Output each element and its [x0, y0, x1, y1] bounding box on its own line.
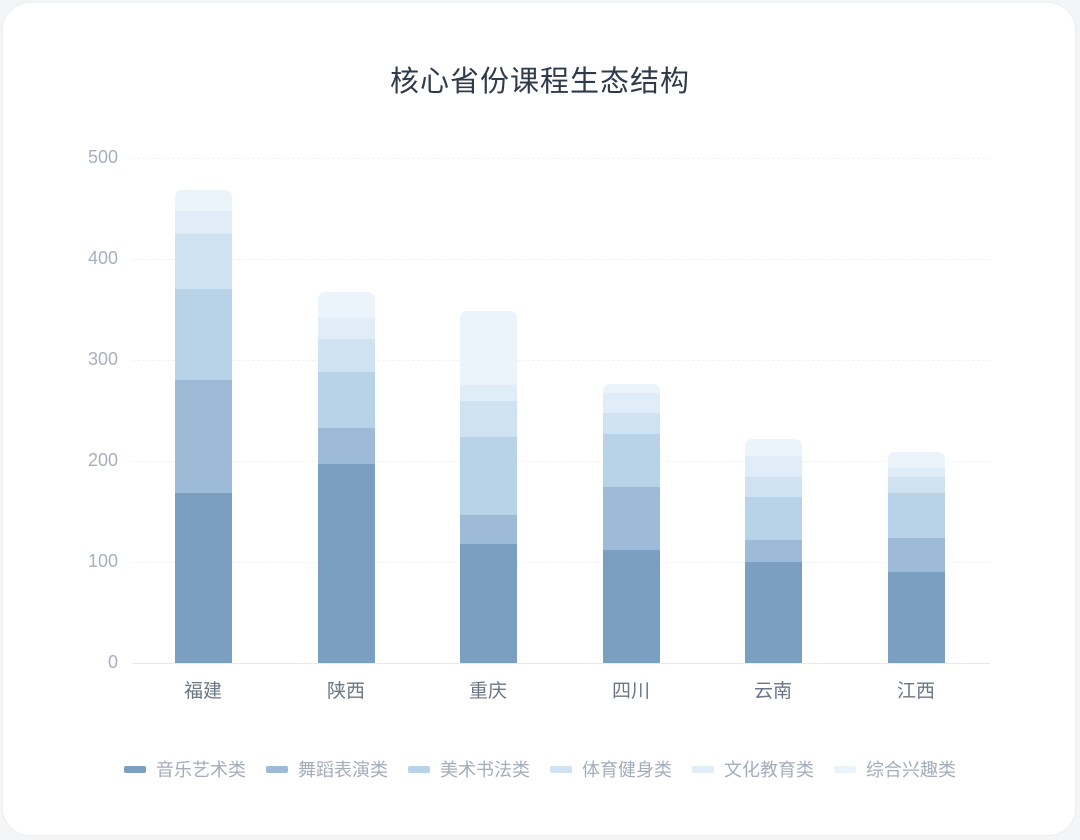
- legend-label: 音乐艺术类: [156, 760, 246, 781]
- legend-swatch-icon: [692, 765, 714, 773]
- bar-segment[interactable]: [744, 438, 802, 456]
- bar-segment[interactable]: [317, 317, 375, 339]
- bar-segment[interactable]: [602, 487, 660, 550]
- y-tick-label: 500: [87, 147, 118, 167]
- bar-5[interactable]: [887, 451, 945, 663]
- x-axis-line: [132, 663, 990, 664]
- bar-segment[interactable]: [602, 384, 660, 394]
- legend-label: 体育健身类: [582, 760, 672, 781]
- bar-segment[interactable]: [459, 543, 517, 663]
- y-tick-label: 300: [87, 349, 118, 369]
- x-tick-label: 重庆: [468, 680, 507, 702]
- y-tick-label: 100: [87, 551, 118, 571]
- legend-swatch-icon: [550, 765, 572, 773]
- bar-2[interactable]: [459, 310, 517, 663]
- bar-segment[interactable]: [459, 385, 517, 402]
- y-tick-label: 200: [87, 450, 118, 470]
- legend-swatch-icon: [834, 765, 856, 773]
- bar-segment[interactable]: [317, 292, 375, 318]
- legend-label: 美术书法类: [440, 760, 530, 781]
- bar-segment[interactable]: [174, 190, 232, 211]
- chart-title: 核心省份课程生态结构: [389, 64, 690, 98]
- bar-segment[interactable]: [174, 233, 232, 290]
- x-tick-label: 江西: [896, 680, 935, 702]
- x-tick-label: 四川: [611, 680, 650, 702]
- gridline: [132, 360, 990, 361]
- bar-segment[interactable]: [887, 537, 945, 573]
- bar-segment[interactable]: [602, 393, 660, 413]
- bar-segment[interactable]: [744, 455, 802, 478]
- bar-segment[interactable]: [459, 310, 517, 386]
- bar-segment[interactable]: [174, 289, 232, 381]
- gridline: [132, 259, 990, 260]
- bar-segment[interactable]: [744, 497, 802, 540]
- y-tick-label: 400: [87, 248, 118, 268]
- bar-segment[interactable]: [317, 464, 375, 663]
- bar-segment[interactable]: [887, 493, 945, 538]
- legend-label: 舞蹈表演类: [298, 760, 388, 781]
- bar-segment[interactable]: [459, 401, 517, 437]
- bar-segment[interactable]: [744, 561, 802, 663]
- legend-swatch-icon: [124, 765, 146, 773]
- legend-item[interactable]: 舞蹈表演类: [266, 756, 388, 782]
- x-tick-label: 陕西: [326, 680, 365, 702]
- x-tick-label: 福建: [183, 680, 222, 702]
- bar-0[interactable]: [174, 190, 232, 663]
- legend-item[interactable]: 美术书法类: [408, 756, 530, 782]
- y-tick-label: 0: [107, 652, 118, 672]
- bar-segment[interactable]: [459, 436, 517, 515]
- bar-segment[interactable]: [887, 572, 945, 663]
- gridline: [132, 461, 990, 462]
- bar-segment[interactable]: [602, 433, 660, 488]
- bar-segment[interactable]: [174, 493, 232, 663]
- bar-segment[interactable]: [602, 412, 660, 434]
- bar-segment[interactable]: [887, 451, 945, 469]
- bar-segment[interactable]: [887, 468, 945, 478]
- legend: 音乐艺术类 舞蹈表演类 美术书法类 体育健身类 文化教育类 综合兴趣类: [0, 756, 1080, 782]
- bar-3[interactable]: [602, 384, 660, 663]
- bar-segment[interactable]: [887, 477, 945, 494]
- bar-segment[interactable]: [317, 427, 375, 465]
- bar-1[interactable]: [317, 292, 375, 663]
- bar-segment[interactable]: [744, 477, 802, 498]
- bar-4[interactable]: [744, 438, 802, 663]
- bar-segment[interactable]: [744, 539, 802, 562]
- gridline: [132, 158, 990, 159]
- bar-segment[interactable]: [174, 210, 232, 234]
- legend-item[interactable]: 综合兴趣类: [834, 756, 956, 782]
- bar-segment[interactable]: [174, 380, 232, 494]
- bar-segment[interactable]: [602, 549, 660, 663]
- gridline: [132, 562, 990, 563]
- legend-item[interactable]: 文化教育类: [692, 756, 814, 782]
- bar-segment[interactable]: [459, 514, 517, 544]
- x-tick-label: 云南: [753, 680, 792, 702]
- legend-item[interactable]: 体育健身类: [550, 756, 672, 782]
- bar-segment[interactable]: [317, 338, 375, 373]
- legend-item[interactable]: 音乐艺术类: [124, 756, 246, 782]
- legend-swatch-icon: [408, 765, 430, 773]
- legend-label: 文化教育类: [724, 760, 814, 781]
- bar-segment[interactable]: [317, 372, 375, 428]
- legend-label: 综合兴趣类: [866, 760, 956, 781]
- legend-swatch-icon: [266, 765, 288, 773]
